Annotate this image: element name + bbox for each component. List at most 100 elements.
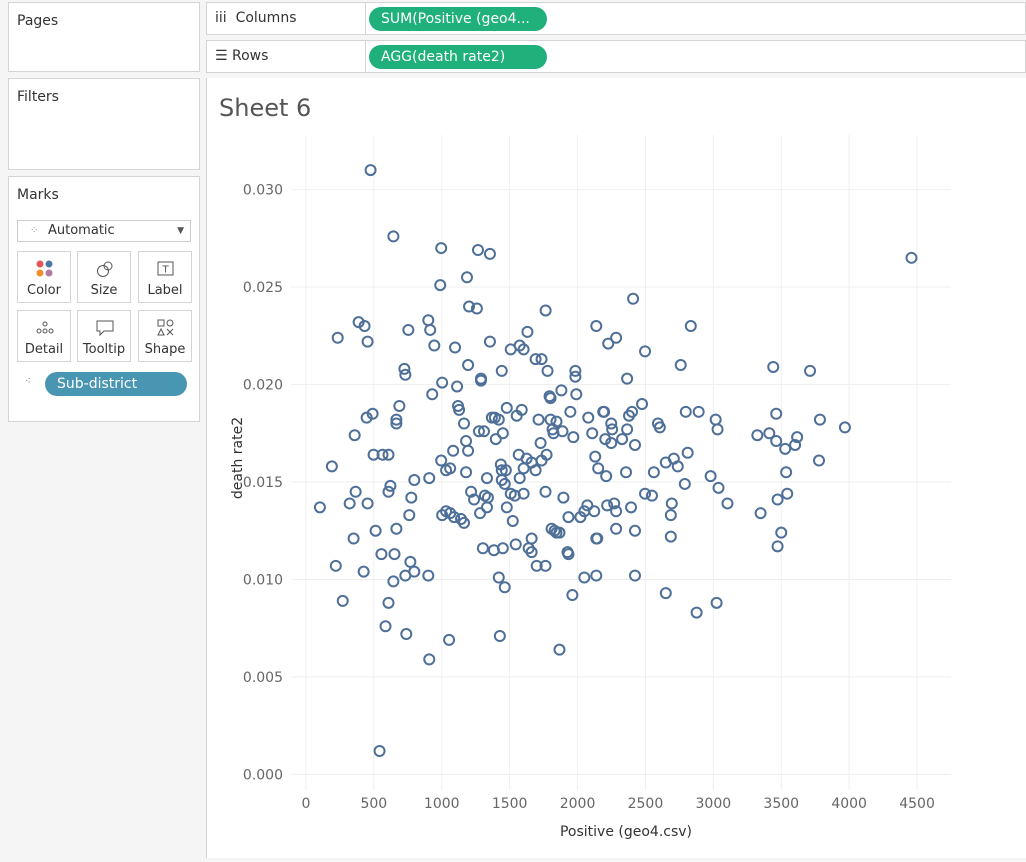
point <box>472 425 485 438</box>
rows-pill[interactable]: AGG(death rate2) <box>369 45 547 69</box>
point <box>620 466 633 479</box>
point <box>358 320 371 333</box>
filters-card[interactable]: Filters <box>8 78 200 170</box>
point <box>477 425 490 438</box>
point <box>369 524 382 537</box>
point <box>460 435 473 448</box>
point <box>483 247 496 260</box>
label-button[interactable]: T Label <box>138 251 192 303</box>
button-label: Tooltip <box>82 342 126 357</box>
point <box>405 491 418 504</box>
x-tick-label: 1500 <box>492 796 528 812</box>
point <box>451 380 464 393</box>
point <box>779 442 792 455</box>
point <box>721 497 734 510</box>
point <box>398 362 411 375</box>
detail-button[interactable]: Detail <box>17 310 71 362</box>
x-tick-label: 3500 <box>763 796 799 812</box>
point <box>534 437 547 450</box>
point <box>325 460 338 473</box>
marks-title: Marks <box>17 187 59 203</box>
point <box>465 485 478 498</box>
point <box>313 501 326 514</box>
detail-icon: ⁖ <box>25 376 31 387</box>
point <box>463 300 476 313</box>
point <box>517 462 530 475</box>
point <box>664 530 677 543</box>
point <box>480 472 493 485</box>
point <box>532 413 545 426</box>
point <box>390 417 403 430</box>
rows-label: ☰ Rows <box>215 48 269 64</box>
point <box>789 438 802 451</box>
y-tick-label: 0.030 <box>243 183 283 199</box>
point <box>616 433 629 446</box>
point <box>388 548 401 561</box>
point <box>517 487 530 500</box>
columns-pill[interactable]: SUM(Positive (geo4... <box>369 7 547 31</box>
button-label: Detail <box>24 342 64 357</box>
point <box>382 485 395 498</box>
point <box>422 314 435 327</box>
point <box>636 398 649 411</box>
point <box>402 323 415 336</box>
point <box>343 497 356 510</box>
point <box>436 376 449 389</box>
columns-label: iii Columns <box>215 10 297 26</box>
shape-button[interactable]: Shape <box>138 310 192 362</box>
size-button[interactable]: Size <box>77 251 131 303</box>
point <box>590 569 603 582</box>
columns-shelf: iii Columns SUM(Positive (geo4... <box>206 2 1026 35</box>
point <box>496 427 509 440</box>
point <box>434 279 447 292</box>
point <box>586 427 599 440</box>
point <box>578 571 591 584</box>
point <box>529 464 542 477</box>
point <box>780 466 793 479</box>
x-tick-label: 3000 <box>696 796 732 812</box>
point <box>366 407 379 420</box>
point <box>424 323 437 336</box>
point <box>574 511 587 524</box>
y-tick-label: 0.005 <box>243 670 283 686</box>
x-tick-label: 0 <box>301 796 310 812</box>
detail-pill[interactable]: Sub-district <box>45 372 187 396</box>
pages-title: Pages <box>17 13 59 29</box>
point <box>581 499 594 512</box>
point <box>499 464 512 477</box>
point <box>639 345 652 358</box>
color-button[interactable]: Color <box>17 251 71 303</box>
tooltip-button[interactable]: Tooltip <box>77 310 131 362</box>
point <box>541 364 554 377</box>
point <box>570 388 583 401</box>
point <box>905 251 918 264</box>
point <box>813 413 826 426</box>
point <box>483 335 496 348</box>
point <box>535 353 548 366</box>
point <box>539 304 552 317</box>
point <box>513 472 526 485</box>
point <box>408 565 421 578</box>
columns-text: Columns <box>235 10 297 26</box>
mark-type-dropdown[interactable]: Automatic ▼ ⁘ <box>17 220 191 242</box>
point <box>771 493 784 506</box>
y-tick-label: 0.020 <box>243 378 283 394</box>
point <box>562 511 575 524</box>
point <box>382 448 395 461</box>
point <box>458 417 471 430</box>
point <box>665 497 678 510</box>
point <box>367 448 380 461</box>
point <box>557 491 570 504</box>
point <box>770 407 783 420</box>
point <box>544 392 557 405</box>
point <box>496 542 509 555</box>
point <box>710 596 723 609</box>
point <box>569 364 582 377</box>
point <box>387 230 400 243</box>
point <box>423 653 436 666</box>
point <box>628 438 641 451</box>
point <box>599 433 612 446</box>
pages-card: Pages <box>8 2 200 72</box>
point <box>474 374 487 387</box>
